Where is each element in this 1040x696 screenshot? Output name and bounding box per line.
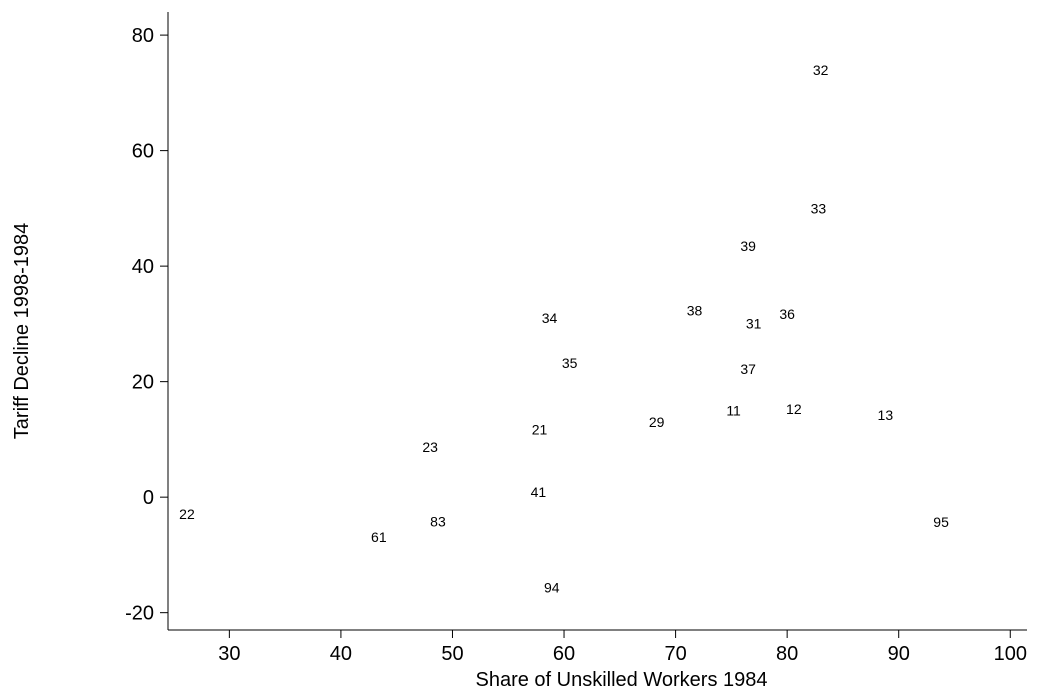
x-tick-label: 40 <box>330 643 352 665</box>
x-tick-label: 90 <box>888 643 910 665</box>
data-point-label: 29 <box>649 414 665 430</box>
data-point-label: 38 <box>687 303 703 319</box>
data-point-label: 34 <box>542 310 558 326</box>
y-axis-title: Tariff Decline 1998-1984 <box>11 223 33 439</box>
x-tick-label: 100 <box>994 643 1027 665</box>
y-tick-label: 60 <box>132 141 154 163</box>
x-tick-label: 60 <box>553 643 575 665</box>
data-point-label: 35 <box>562 355 578 371</box>
y-axis: -20 0 20 40 60 80 <box>125 12 169 630</box>
y-tick-label: 0 <box>143 487 154 509</box>
data-points: 32 33 39 34 38 31 36 35 37 11 12 13 29 21 23 41 22 83 95 61… <box>179 62 949 596</box>
x-tick-label: 70 <box>664 643 686 665</box>
y-tick-label: 40 <box>132 256 154 278</box>
x-tick-label: 30 <box>218 643 240 665</box>
data-point-label: 94 <box>544 579 560 595</box>
x-axis: 30 40 50 60 70 80 90 100 <box>168 629 1027 665</box>
data-point-label: 41 <box>531 484 547 500</box>
data-point-label: 83 <box>430 513 446 529</box>
x-tick-label: 50 <box>441 643 463 665</box>
data-point-label: 23 <box>422 439 438 455</box>
data-point-label: 31 <box>746 315 762 331</box>
data-point-label: 22 <box>179 506 195 522</box>
data-point-label: 11 <box>726 403 741 419</box>
data-point-label: 39 <box>740 238 756 254</box>
data-point-label: 36 <box>779 306 795 322</box>
data-point-label: 13 <box>878 407 894 423</box>
data-point-label: 12 <box>786 401 802 417</box>
data-point-label: 33 <box>811 200 827 216</box>
data-point-label: 95 <box>933 514 949 530</box>
data-point-label: 32 <box>813 62 829 78</box>
data-point-label: 61 <box>371 529 387 545</box>
y-tick-label: 80 <box>132 25 154 47</box>
y-tick-label: 20 <box>132 372 154 394</box>
data-point-label: 21 <box>532 422 548 438</box>
x-axis-title: Share of Unskilled Workers 1984 <box>476 669 768 691</box>
data-point-label: 37 <box>740 361 756 377</box>
y-tick-label: -20 <box>125 603 154 625</box>
x-tick-label: 80 <box>776 643 798 665</box>
